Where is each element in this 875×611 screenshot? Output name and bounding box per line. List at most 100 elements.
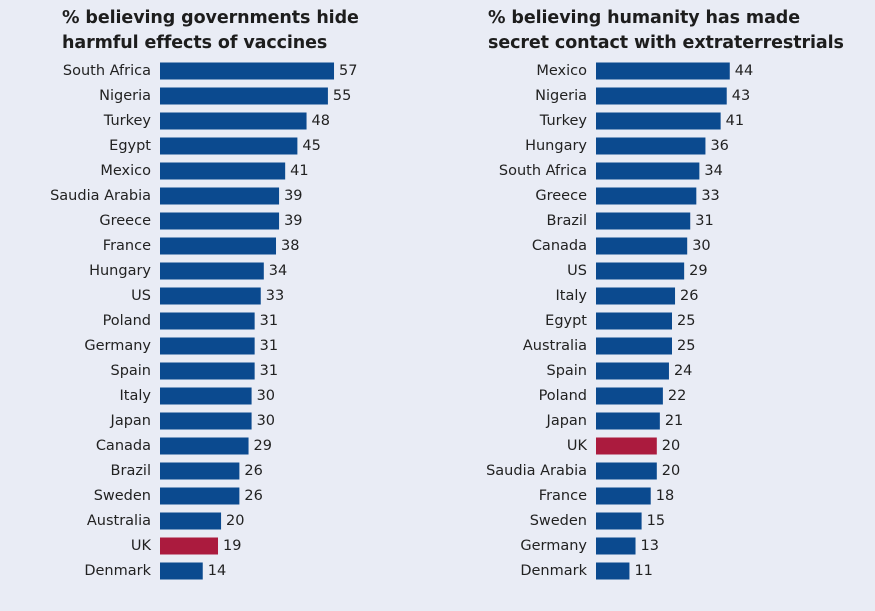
bar-extraterrestrials-mexico — [596, 62, 730, 80]
value-label-extraterrestrials-brazil: 31 — [695, 213, 713, 229]
bar-vaccines-australia — [160, 512, 222, 530]
value-label-vaccines-germany: 31 — [260, 338, 278, 354]
bar-vaccines-spain — [160, 362, 255, 380]
category-label-vaccines-uk: UK — [131, 538, 152, 554]
category-label-vaccines-brazil: Brazil — [111, 463, 151, 479]
bar-extraterrestrials-canada — [596, 237, 688, 255]
bar-extraterrestrials-spain — [596, 362, 669, 380]
value-label-extraterrestrials-australia: 25 — [677, 338, 695, 354]
value-label-extraterrestrials-saudia-arabia: 20 — [662, 463, 680, 479]
bar-extraterrestrials-saudia-arabia — [596, 462, 657, 480]
bar-vaccines-poland — [160, 312, 255, 330]
category-label-vaccines-turkey: Turkey — [103, 113, 152, 129]
category-label-vaccines-hungary: Hungary — [89, 263, 151, 279]
value-label-extraterrestrials-nigeria: 43 — [732, 88, 750, 104]
value-label-vaccines-canada: 29 — [254, 438, 272, 454]
bar-vaccines-us — [160, 287, 261, 305]
value-label-vaccines-poland: 31 — [260, 313, 278, 329]
value-label-extraterrestrials-south-africa: 34 — [704, 163, 722, 179]
value-label-extraterrestrials-uk: 20 — [662, 438, 680, 454]
category-label-extraterrestrials-brazil: Brazil — [547, 213, 587, 229]
category-label-extraterrestrials-uk: UK — [567, 438, 588, 454]
bar-vaccines-turkey — [160, 112, 307, 130]
value-label-extraterrestrials-germany: 13 — [641, 538, 659, 554]
category-label-extraterrestrials-egypt: Egypt — [545, 313, 587, 329]
category-label-extraterrestrials-sweden: Sweden — [530, 513, 587, 529]
value-label-vaccines-nigeria: 55 — [333, 88, 351, 104]
category-label-extraterrestrials-poland: Poland — [539, 388, 587, 404]
bar-extraterrestrials-nigeria — [596, 87, 727, 105]
bar-extraterrestrials-brazil — [596, 212, 691, 230]
value-label-vaccines-denmark: 14 — [208, 563, 226, 579]
category-label-vaccines-germany: Germany — [84, 338, 151, 354]
category-label-extraterrestrials-us: US — [567, 263, 587, 279]
bar-vaccines-japan — [160, 412, 252, 430]
bar-extraterrestrials-germany — [596, 537, 636, 555]
bar-vaccines-france — [160, 237, 277, 255]
bar-extraterrestrials-sweden — [596, 512, 642, 530]
category-label-extraterrestrials-australia: Australia — [523, 338, 587, 354]
category-label-vaccines-greece: Greece — [99, 213, 151, 229]
bar-extraterrestrials-greece — [596, 187, 697, 205]
category-label-vaccines-denmark: Denmark — [84, 563, 151, 579]
category-label-extraterrestrials-saudia-arabia: Saudia Arabia — [486, 463, 587, 479]
value-label-extraterrestrials-egypt: 25 — [677, 313, 695, 329]
value-label-extraterrestrials-turkey: 41 — [726, 113, 744, 129]
category-label-vaccines-egypt: Egypt — [109, 138, 151, 154]
bar-vaccines-hungary — [160, 262, 264, 280]
value-label-extraterrestrials-hungary: 36 — [710, 138, 728, 154]
bar-vaccines-mexico — [160, 162, 286, 180]
category-label-extraterrestrials-germany: Germany — [520, 538, 587, 554]
category-label-extraterrestrials-italy: Italy — [556, 288, 588, 304]
category-label-extraterrestrials-nigeria: Nigeria — [535, 88, 587, 104]
bar-vaccines-canada — [160, 437, 249, 455]
category-label-vaccines-south-africa: South Africa — [63, 63, 151, 79]
value-label-extraterrestrials-poland: 22 — [668, 388, 686, 404]
bar-extraterrestrials-australia — [596, 337, 672, 355]
bar-vaccines-saudia-arabia — [160, 187, 280, 205]
category-label-vaccines-japan: Japan — [110, 413, 151, 429]
category-label-extraterrestrials-canada: Canada — [532, 238, 587, 254]
bar-vaccines-uk — [160, 537, 219, 555]
chart-title-vaccines: % believing governments hide harmful eff… — [62, 8, 359, 53]
value-label-extraterrestrials-canada: 30 — [692, 238, 710, 254]
bar-extraterrestrials-japan — [596, 412, 660, 430]
category-label-vaccines-canada: Canada — [96, 438, 151, 454]
value-label-extraterrestrials-sweden: 15 — [647, 513, 665, 529]
category-label-extraterrestrials-hungary: Hungary — [525, 138, 587, 154]
category-label-vaccines-france: France — [103, 238, 151, 254]
value-label-extraterrestrials-spain: 24 — [674, 363, 692, 379]
bar-vaccines-greece — [160, 212, 280, 230]
category-label-extraterrestrials-south-africa: South Africa — [499, 163, 587, 179]
value-label-extraterrestrials-greece: 33 — [701, 188, 719, 204]
category-label-extraterrestrials-mexico: Mexico — [536, 63, 587, 79]
category-label-extraterrestrials-turkey: Turkey — [539, 113, 588, 129]
category-label-vaccines-nigeria: Nigeria — [99, 88, 151, 104]
category-label-extraterrestrials-japan: Japan — [546, 413, 587, 429]
category-label-vaccines-spain: Spain — [110, 363, 151, 379]
value-label-extraterrestrials-mexico: 44 — [735, 63, 753, 79]
value-label-vaccines-egypt: 45 — [302, 138, 320, 154]
value-label-vaccines-south-africa: 57 — [339, 63, 357, 79]
value-label-extraterrestrials-us: 29 — [689, 263, 707, 279]
bar-extraterrestrials-denmark — [596, 562, 630, 580]
value-label-vaccines-japan: 30 — [257, 413, 275, 429]
category-label-vaccines-mexico: Mexico — [100, 163, 151, 179]
value-label-extraterrestrials-denmark: 11 — [634, 563, 652, 579]
category-label-vaccines-us: US — [131, 288, 151, 304]
value-label-vaccines-spain: 31 — [260, 363, 278, 379]
category-label-vaccines-saudia-arabia: Saudia Arabia — [50, 188, 151, 204]
bar-extraterrestrials-egypt — [596, 312, 672, 330]
value-label-extraterrestrials-japan: 21 — [665, 413, 683, 429]
category-label-extraterrestrials-spain: Spain — [546, 363, 587, 379]
value-label-vaccines-hungary: 34 — [269, 263, 287, 279]
category-label-vaccines-italy: Italy — [120, 388, 152, 404]
value-label-vaccines-us: 33 — [266, 288, 284, 304]
bar-extraterrestrials-turkey — [596, 112, 721, 130]
chart-title-extraterrestrials: % believing humanity has made secret con… — [488, 8, 844, 53]
bar-extraterrestrials-hungary — [596, 137, 706, 155]
value-label-vaccines-france: 38 — [281, 238, 299, 254]
value-label-vaccines-sweden: 26 — [244, 488, 262, 504]
